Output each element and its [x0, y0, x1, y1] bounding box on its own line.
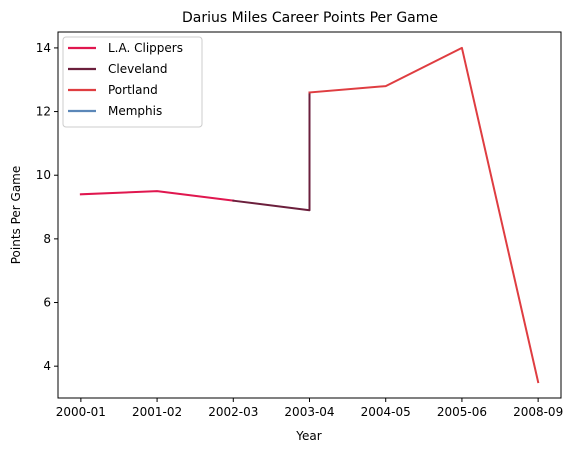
legend-label-3: Memphis [108, 104, 162, 118]
y-tick-label: 14 [36, 41, 51, 55]
y-tick-label: 12 [36, 105, 51, 119]
legend-label-1: Cleveland [108, 62, 168, 76]
y-tick-label: 10 [36, 168, 51, 182]
x-tick-label: 2008-09 [513, 405, 563, 419]
x-axis-label: Year [295, 429, 321, 443]
legend-label-2: Portland [108, 83, 158, 97]
legend-box [62, 36, 203, 128]
chart-title: Darius Miles Career Points Per Game [182, 10, 438, 26]
y-axis: 4 6 8 10 12 14 [36, 41, 58, 373]
x-tick-label: 2005-06 [437, 405, 487, 419]
x-tick-label: 2004-05 [361, 405, 411, 419]
y-tick-label: 4 [43, 359, 51, 373]
x-tick-label: 2000-01 [56, 405, 106, 419]
legend-label-0: L.A. Clippers [108, 41, 183, 55]
y-axis-label: Points Per Game [9, 166, 23, 265]
series-line-1 [232, 91, 311, 212]
x-axis: 2000-01 2001-02 2002-03 2003-04 2004-05 2005-… [56, 398, 563, 419]
y-tick-label: 8 [43, 232, 51, 246]
series-layer [79, 46, 540, 384]
x-tick-label: 2002-03 [208, 405, 258, 419]
x-tick-label: 2001-02 [132, 405, 182, 419]
series-line-0 [79, 190, 235, 202]
series-line-2 [308, 46, 540, 384]
y-tick-label: 6 [43, 296, 51, 310]
legend: L.A. Clippers Cleveland Portland Memphis [62, 36, 203, 128]
x-tick-label: 2003-04 [284, 405, 334, 419]
